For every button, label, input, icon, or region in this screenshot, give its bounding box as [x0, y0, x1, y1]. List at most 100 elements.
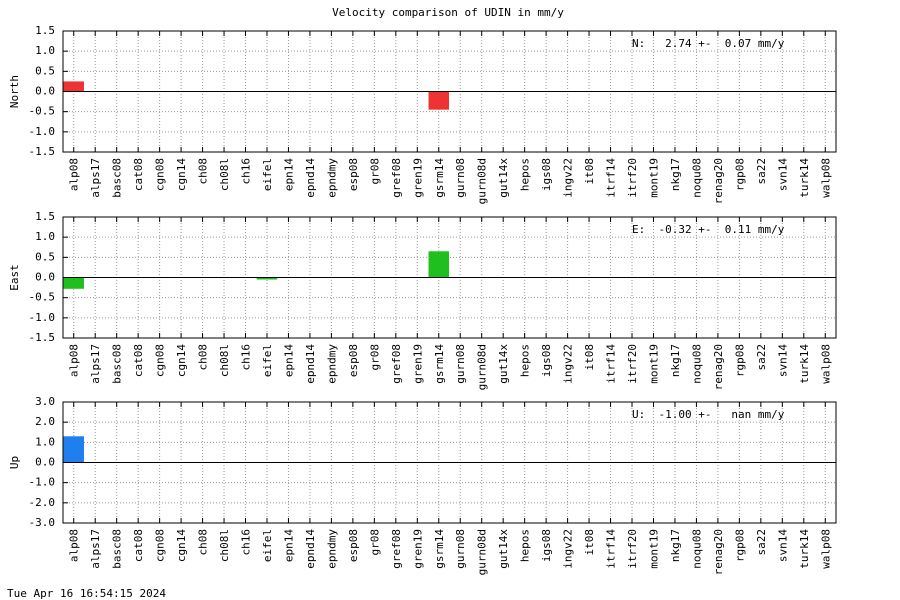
x-tick-label: cgn08	[154, 529, 167, 562]
y-tick-label: 0.0	[35, 456, 55, 469]
y-tick-label: -0.5	[29, 291, 56, 304]
x-tick-label: mont19	[647, 158, 660, 198]
y-tick-label: 0.0	[35, 271, 55, 284]
x-tick-label: eifel	[261, 529, 274, 562]
x-tick-label: gut14x	[497, 158, 510, 198]
x-tick-label: sa22	[755, 344, 768, 371]
x-tick-label: ch08l	[218, 158, 231, 191]
x-tick-label: gurn08	[454, 344, 467, 384]
y-tick-label: 1.0	[35, 44, 55, 57]
x-tick-label: cgn08	[154, 158, 167, 191]
x-tick-label: ch16	[240, 344, 253, 371]
x-tick-label: gren19	[411, 158, 424, 198]
x-tick-label: ch08l	[218, 344, 231, 377]
x-tick-label: cat08	[132, 529, 145, 562]
x-tick-label: ch08	[197, 529, 210, 556]
footer: Tue Apr 16 16:54:15 2024	[7, 587, 166, 600]
y-tick-label: -1.0	[29, 311, 56, 324]
x-tick-label: it08	[583, 158, 596, 185]
y-tick-label: -3.0	[29, 516, 56, 529]
x-tick-label: nkg17	[669, 529, 682, 562]
x-tick-label: cgn14	[175, 158, 188, 191]
y-tick-label: -1.5	[29, 145, 56, 158]
x-tick-label: gut14x	[497, 529, 510, 569]
x-tick-label: gren19	[411, 344, 424, 384]
x-tick-label: hepos	[519, 529, 532, 562]
x-tick-label: itrf20	[626, 158, 639, 198]
x-tick-label: gurn08	[454, 529, 467, 569]
x-tick-label: mont19	[647, 344, 660, 384]
x-tick-label: ch16	[240, 529, 253, 556]
x-tick-label: it08	[583, 344, 596, 371]
x-tick-label: gr08	[368, 158, 381, 185]
x-tick-label: walp08	[819, 158, 832, 198]
x-tick-label: gref08	[390, 158, 403, 198]
annotation: N: 2.74 +- 0.07 mm/y	[632, 37, 785, 50]
x-tick-label: gsrm14	[433, 529, 446, 569]
x-tick-label: hepos	[519, 158, 532, 191]
y-tick-label: -2.0	[29, 496, 56, 509]
x-tick-label: gref08	[390, 529, 403, 569]
x-tick-label: renag20	[712, 158, 725, 204]
x-tick-label: cgn08	[154, 344, 167, 377]
x-tick-label: eifel	[261, 344, 274, 377]
x-tick-label: cat08	[132, 344, 145, 377]
x-tick-label: svn14	[776, 344, 789, 377]
x-tick-label: basc08	[111, 529, 124, 569]
x-tick-label: turk14	[798, 158, 811, 198]
x-tick-label: gr08	[368, 344, 381, 371]
bar	[256, 277, 278, 280]
bar	[428, 251, 449, 278]
bar	[63, 81, 84, 92]
y-tick-label: 3.0	[35, 395, 55, 408]
x-tick-label: turk14	[798, 344, 811, 384]
x-tick-label: svn14	[776, 529, 789, 562]
x-tick-label: cat08	[132, 158, 145, 191]
x-tick-label: turk14	[798, 529, 811, 569]
x-tick-label: itrf14	[605, 158, 618, 198]
x-tick-label: ingv22	[562, 158, 575, 198]
x-tick-label: ch08	[197, 158, 210, 185]
x-tick-label: ingv22	[562, 529, 575, 569]
x-tick-label: gref08	[390, 344, 403, 384]
bar	[428, 91, 449, 110]
x-tick-label: walp08	[819, 344, 832, 384]
x-tick-label: itrf20	[626, 344, 639, 384]
x-tick-label: ch08l	[218, 529, 231, 562]
x-tick-label: itrf20	[626, 529, 639, 569]
x-tick-label: epndmy	[325, 158, 338, 198]
y-tick-label: 1.0	[35, 230, 55, 243]
x-tick-label: renag20	[712, 344, 725, 390]
x-tick-label: nkg17	[669, 344, 682, 377]
x-tick-label: alp08	[68, 344, 81, 377]
x-tick-label: alp08	[68, 529, 81, 562]
y-tick-label: -1.0	[29, 476, 56, 489]
x-tick-label: basc08	[111, 158, 124, 198]
annotation: U: -1.00 +- nan mm/y	[632, 408, 785, 421]
plot-frame	[62, 216, 837, 339]
x-tick-label: epndmy	[325, 529, 338, 569]
bar	[63, 436, 84, 463]
y-axis-label: East	[8, 264, 21, 291]
x-tick-label: gut14x	[497, 344, 510, 384]
x-tick-label: alps17	[89, 344, 102, 384]
x-tick-label: noqu08	[690, 344, 703, 384]
y-tick-label: 0.5	[35, 64, 55, 77]
x-tick-label: noqu08	[690, 158, 703, 198]
x-tick-label: walp08	[819, 529, 832, 569]
y-tick-label: 2.0	[35, 415, 55, 428]
x-tick-label: cgn14	[175, 344, 188, 377]
x-tick-label: gren19	[411, 529, 424, 569]
y-axis-label: North	[8, 75, 21, 108]
x-tick-label: gsrm14	[433, 344, 446, 384]
x-tick-label: epndmy	[325, 344, 338, 384]
x-tick-label: epnd14	[304, 529, 317, 569]
y-tick-label: 1.0	[35, 435, 55, 448]
x-tick-label: igs08	[540, 344, 553, 377]
y-tick-label: 0.5	[35, 250, 55, 263]
x-tick-label: gurn08d	[476, 344, 489, 390]
x-tick-label: svn14	[776, 158, 789, 191]
x-tick-label: cgn14	[175, 529, 188, 562]
